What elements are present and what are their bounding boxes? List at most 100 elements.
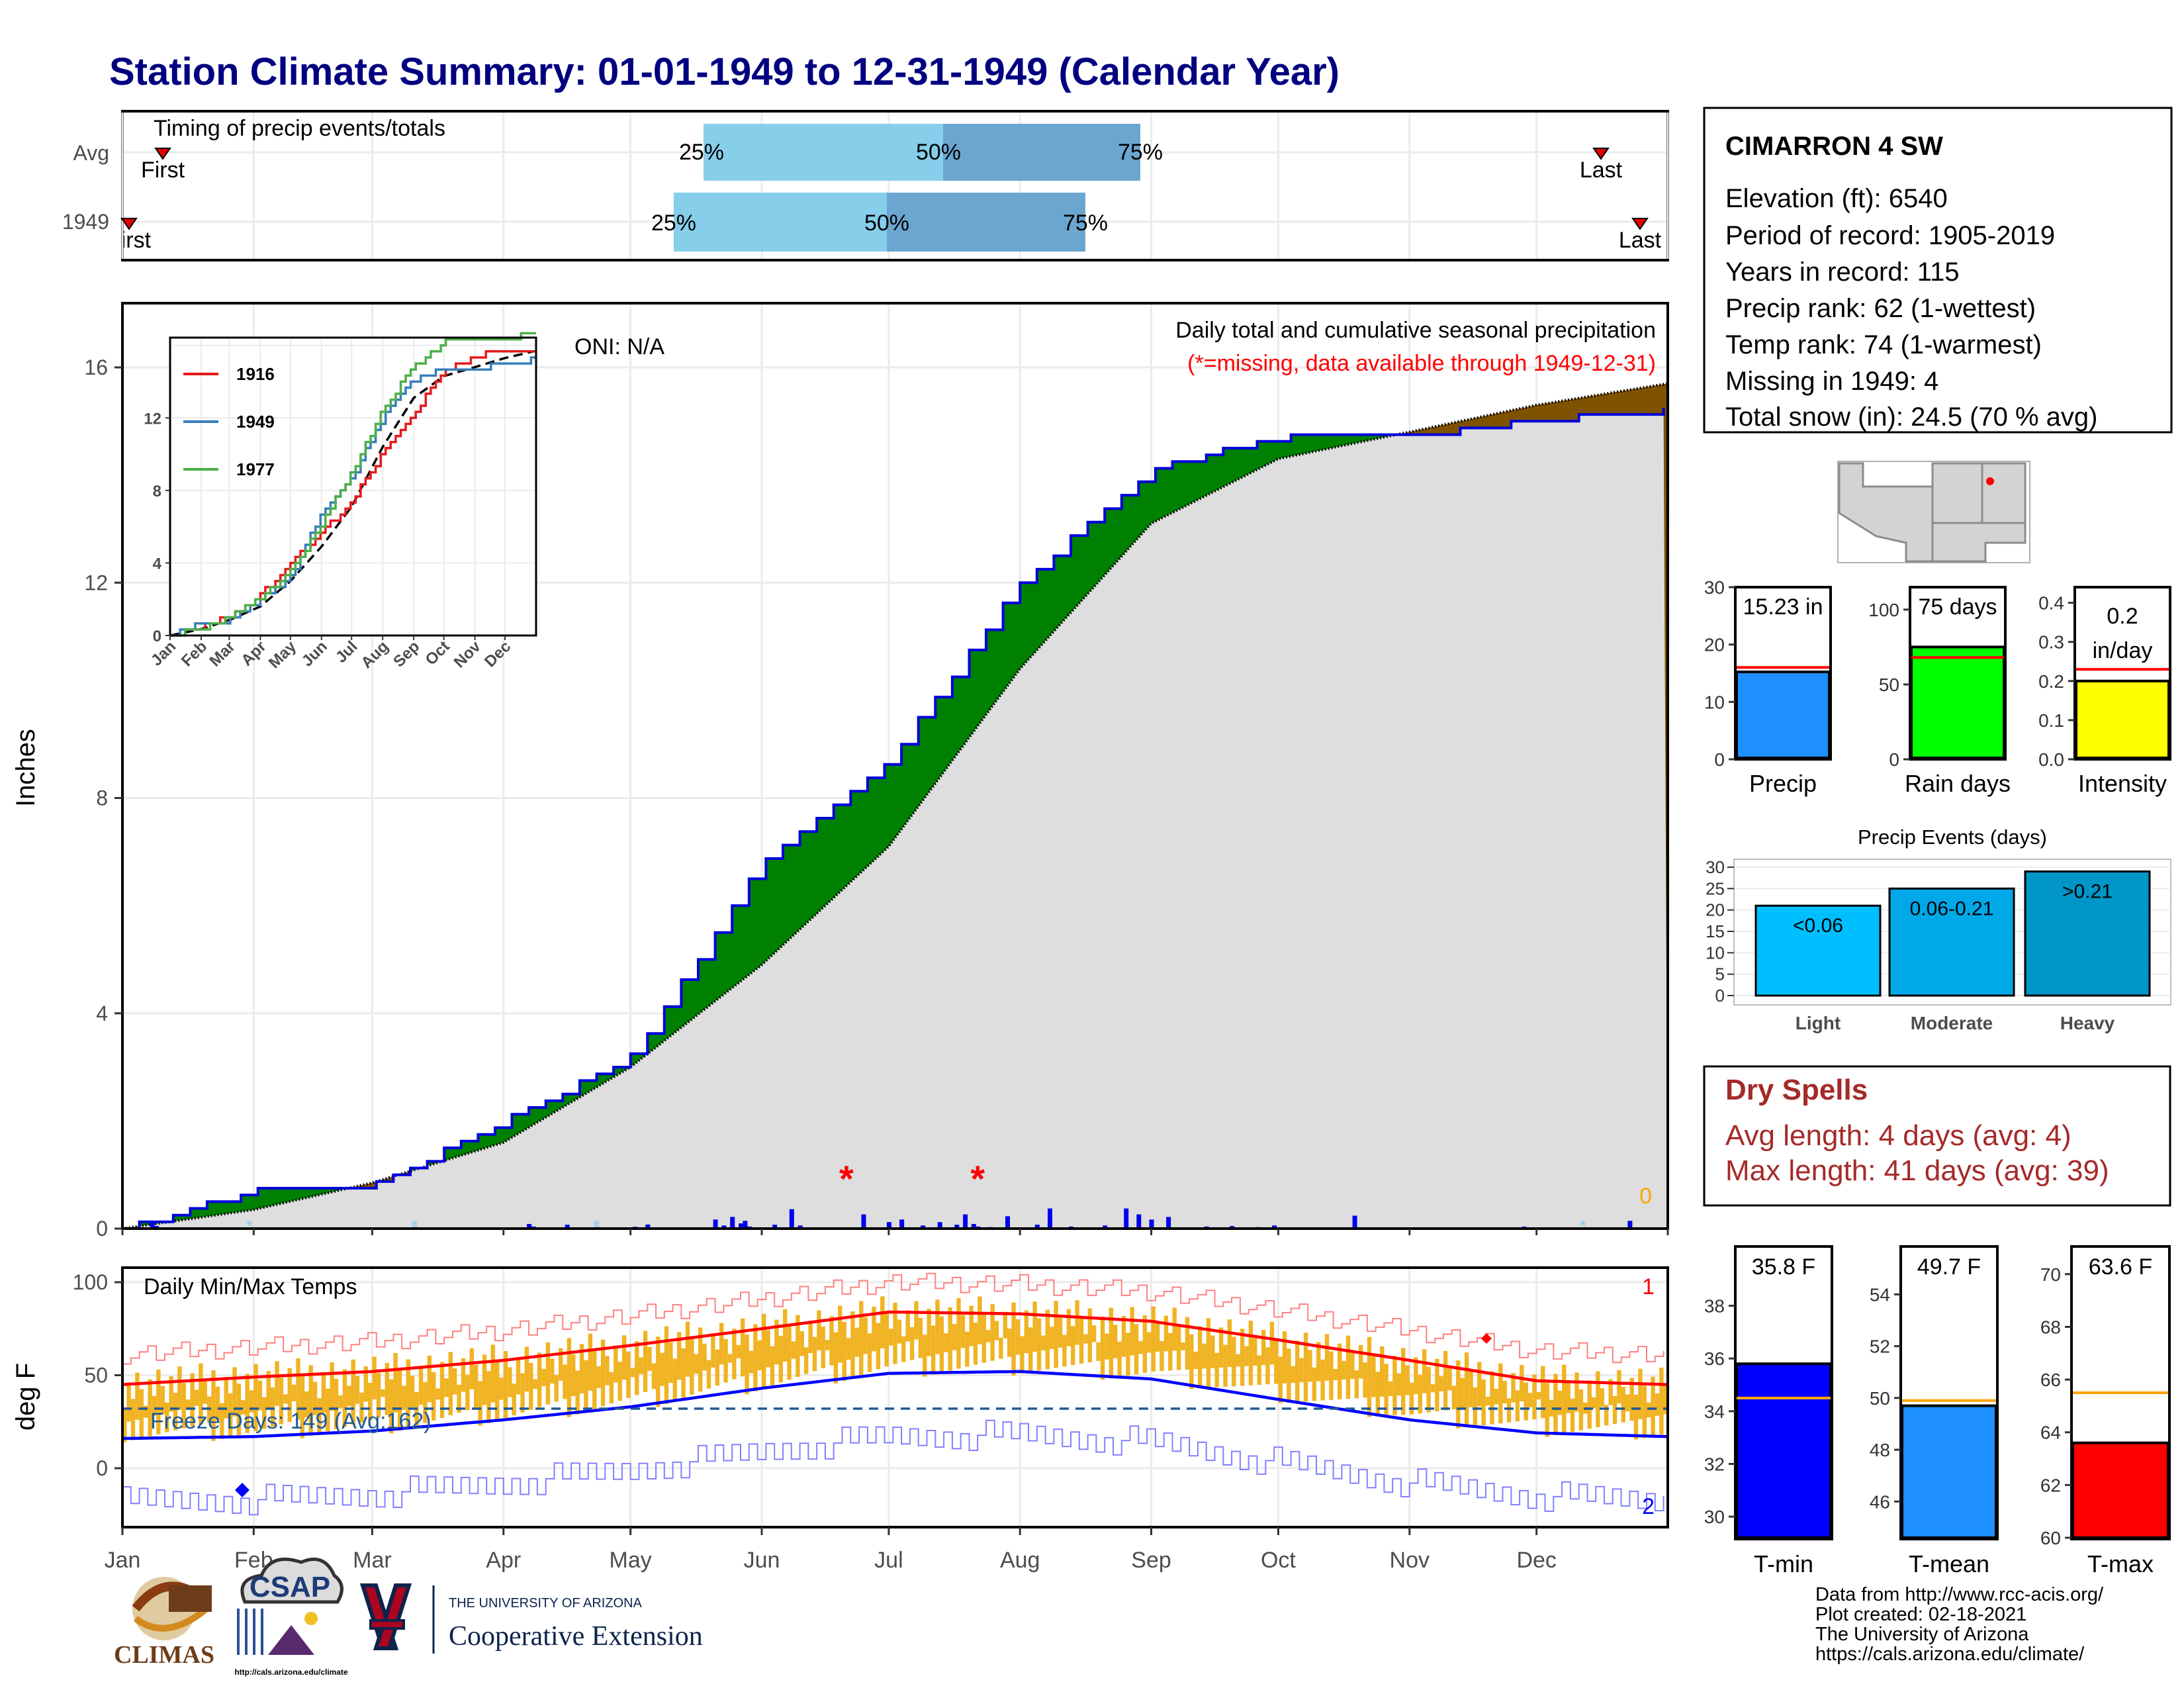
daily-temp-range-bar [1371,1354,1376,1397]
daily-temp-range-bar [1011,1302,1016,1376]
temp-count-top: 1 [1642,1274,1655,1299]
daily-temp-range-bar [787,1325,792,1380]
temp-summary-ytick-label: 62 [2040,1475,2061,1495]
daily-temp-range-bar [1333,1369,1338,1380]
daily-temp-range-bar [135,1372,140,1420]
daily-temp-range-bar [283,1394,288,1404]
precip-event-bar-light [1754,904,1882,997]
daily-temp-range-bar [524,1346,529,1392]
precip-ylabel: Inches [11,729,40,807]
daily-temp-range-bar [690,1338,694,1395]
daily-temp-range-bar [448,1352,453,1415]
events-ytick-label: 20 [1706,900,1725,920]
daily-temp-range-bar [1316,1342,1321,1382]
temp-summary-ytick-label: 36 [1704,1348,1725,1369]
tmean-label: T-mean [1909,1550,1989,1577]
daily-temp-range-bar [545,1342,551,1405]
temp-summary-ytick-label: 64 [2040,1423,2061,1443]
daily-temp-range-bar [1117,1341,1122,1378]
daily-temp-range-bar [897,1319,902,1344]
daily-temp-range-bar [199,1363,203,1425]
summary-ytick-label: 0.3 [2038,632,2064,653]
daily-temp-range-bar [1524,1382,1528,1421]
tmin-label: T-min [1754,1550,1813,1577]
daily-temp-range-bar [1642,1385,1647,1438]
daily-temp-range-bar [609,1372,614,1404]
daily-precip-bar [899,1219,905,1229]
daily-temp-range-bar [719,1323,724,1365]
daily-temp-range-bar [833,1332,839,1384]
daily-temp-range-bar [1062,1335,1067,1367]
daily-temp-range-bar [1113,1325,1118,1358]
daily-precip-bar [721,1225,727,1229]
dry-spells-box: Dry Spells Avg length: 4 days (avg: 4) M… [1703,1065,2171,1207]
daily-temp-range-bar [1345,1335,1351,1399]
timing-row-avg: Avg [73,141,109,165]
daily-temp-range-bar [503,1351,508,1419]
month-label: Aug [1000,1548,1040,1573]
daily-temp-range-bar [1401,1348,1406,1415]
daily-temp-range-bar [537,1352,542,1407]
temp-summary-ytick-label: 34 [1704,1401,1725,1422]
csap-logo: CSAP http://cals.arizona.edu/climate [234,1558,348,1677]
csap-text: CSAP [250,1571,330,1603]
daily-temp-range-bar [558,1348,563,1381]
timing-row-year: 1949 [62,210,109,234]
missing-count: 0 [1639,1184,1652,1209]
daily-temp-range-bar [1591,1397,1596,1409]
daily-temp-range-bar [893,1303,897,1364]
daily-temp-range-bar [435,1388,440,1400]
daily-temp-range-bar [1617,1370,1621,1404]
daily-temp-range-bar [1527,1393,1533,1407]
daily-temp-range-bar [715,1349,719,1386]
daily-temp-range-bar [872,1307,876,1352]
summary-ytick-label: 0.0 [2038,749,2064,770]
missing-marker: * [839,1158,854,1199]
station-line: Total snow (in): 24.5 (70 % avg) [1725,402,2097,432]
daily-temp-range-bar [245,1374,250,1433]
inset-legend-label: 1949 [236,412,275,432]
daily-temp-range-bar [512,1383,516,1416]
daily-temp-range-bar [1587,1380,1592,1429]
daily-temp-range-bar [275,1361,279,1406]
observed-cumulative-line [122,408,1665,1230]
daily-temp-range-bar [876,1323,881,1370]
daily-temp-range-bar [621,1335,627,1380]
daily-temp-range-bar [757,1340,762,1370]
dry-spells-avg: Avg length: 4 days (avg: 4) [1725,1119,2071,1152]
precip-events-chart: Precip Events (days) <0.06 Light 0.06-0.21… [1706,825,2171,1033]
daily-temp-range-bar [842,1321,846,1381]
daily-precip-bar [150,1222,155,1229]
daily-temp-range-bar [1485,1397,1490,1405]
station-line: Missing in 1949: 4 [1725,367,1938,396]
daily-temp-range-bar [1193,1351,1198,1370]
daily-temp-range-bar [1414,1357,1418,1395]
daily-temp-range-bar [1291,1366,1295,1383]
temp-ylabel: deg F [11,1363,40,1430]
daily-temp-range-bar [1210,1335,1215,1368]
daily-precip-bar [971,1224,976,1229]
daily-temp-range-bar [698,1327,703,1392]
daily-temp-range-bar [846,1338,851,1360]
daily-temp-range-bar [444,1378,449,1397]
daily-temp-range-bar [605,1356,610,1385]
tmean-chart: 46 48 50 52 54 49.7 F T-mean [1870,1245,1999,1577]
summary-ytick-label: 50 [1879,675,1899,695]
year-25-50-bar [674,193,887,252]
daily-temp-range-bar [1299,1358,1304,1383]
daily-temp-range-bar [1520,1365,1524,1401]
daily-temp-range-bar [211,1370,216,1441]
daily-temp-range-bar [681,1348,686,1398]
daily-temp-range-bar [639,1357,643,1374]
daily-temp-range-bar [152,1395,157,1416]
daily-temp-range-bar [418,1366,424,1405]
daily-temp-range-bar [656,1336,660,1407]
daily-temp-range-bar [148,1379,152,1436]
daily-temp-range-bar [393,1352,398,1413]
daily-temp-range-bar [588,1333,593,1391]
daily-precip-bar [954,1225,960,1229]
daily-temp-range-bar [1083,1334,1088,1344]
daily-temp-range-bar [702,1343,707,1371]
daily-temp-range-bar [994,1321,999,1340]
